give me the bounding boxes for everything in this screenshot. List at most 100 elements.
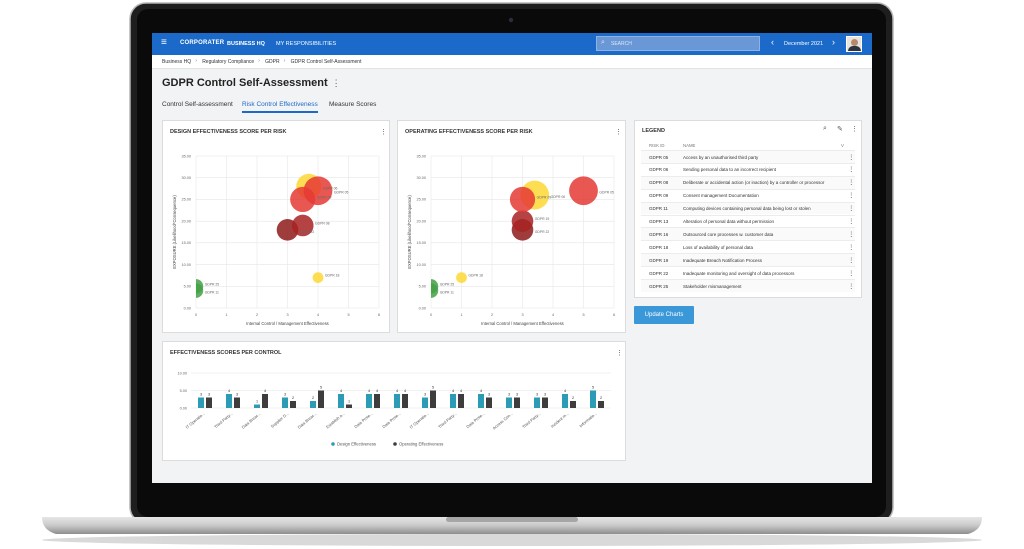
x-tick-label: IT Operatio...	[185, 411, 206, 430]
row-menu[interactable]: ⋮	[848, 192, 855, 200]
y-tick-label: 15.00	[181, 241, 191, 245]
tab[interactable]: Measure Scores	[329, 101, 377, 108]
bar	[534, 397, 540, 408]
chart-title: EFFECTIVENESS SCORES PER CONTROL	[170, 350, 282, 356]
bubble-label: GDPR 06	[551, 195, 566, 199]
y-tick-label: 30.00	[181, 176, 191, 180]
bar	[282, 397, 288, 408]
bar	[486, 397, 492, 408]
x-tick-label: Informatio...	[578, 411, 597, 428]
bar	[254, 404, 260, 408]
tab[interactable]: Control Self-assessment	[162, 101, 233, 108]
legend-title: LEGEND	[642, 128, 665, 134]
row-menu[interactable]: ⋮	[848, 243, 855, 251]
row-menu[interactable]: ⋮	[848, 179, 855, 187]
y-tick-label: 25.00	[416, 198, 426, 202]
search-box[interactable]: ⌕ SEARCH	[596, 36, 760, 51]
value-label: 3	[544, 393, 546, 397]
x-tick-label: Data Breac...	[297, 411, 318, 430]
x-tick-label: Data Prote...	[353, 411, 373, 429]
search-icon[interactable]: ⌕	[823, 125, 827, 132]
y-tick-label: 0.00	[184, 306, 191, 310]
breadcrumb-item[interactable]: Business HQ	[162, 58, 192, 65]
nav-item[interactable]: MY RESPONSIBILITIES	[276, 40, 337, 47]
x-tick-label: Data Prote...	[465, 411, 485, 429]
bar	[402, 394, 408, 408]
bar	[262, 394, 268, 408]
tab[interactable]: Risk Control Effectiveness	[242, 101, 318, 108]
y-tick-label: 20.00	[181, 219, 191, 223]
x-tick-label: 4	[552, 313, 554, 317]
value-label: 5	[592, 386, 594, 390]
value-label: 2	[572, 396, 574, 400]
value-label: 3	[208, 393, 210, 397]
bubble-label: GDPR 19	[535, 217, 550, 221]
row-menu[interactable]: ⋮	[848, 256, 855, 264]
prev-period[interactable]: ‹	[771, 37, 774, 47]
legend-swatch	[331, 442, 335, 446]
chart: EFFECTIVENESS SCORES PER CONTROL ⋮ 0.00 5.0…	[170, 350, 623, 447]
top-nav: ≡ CORPORATER BUSINESS HQ MY RESPONSIBILITIE…	[152, 33, 872, 55]
title-menu[interactable]: ⋮	[331, 78, 341, 88]
value-label: 4	[460, 389, 462, 393]
chart-title: OPERATING EFFECTIVENESS SCORE PER RISK	[405, 129, 533, 135]
search-icon: ⌕	[601, 39, 605, 46]
update-charts-button[interactable]: Update Charts	[634, 306, 694, 324]
y-tick-label: 25.00	[181, 198, 191, 202]
legend-row: GDPR 06 Sending personal data to an incor…	[641, 162, 855, 176]
column-header: RISK ID	[649, 143, 665, 148]
screen: ≡ CORPORATER BUSINESS HQ MY RESPONSIBILITIE…	[152, 33, 872, 483]
panel-menu[interactable]: ⋮	[851, 126, 858, 133]
row-menu[interactable]: ⋮	[848, 205, 855, 213]
bubble-label: GDPR 22	[300, 230, 315, 234]
value-label: 3	[200, 393, 202, 397]
value-label: 2	[312, 396, 314, 400]
value-label: 3	[236, 393, 238, 397]
row-menu[interactable]: ⋮	[848, 282, 855, 290]
nav-item[interactable]: BUSINESS HQ	[227, 40, 265, 47]
y-tick-label: 35.00	[416, 154, 426, 158]
x-tick-label: 0	[430, 313, 432, 317]
risk-name: Outsourced core processes w. customer da…	[683, 231, 774, 237]
brand[interactable]: CORPORATER	[180, 40, 225, 46]
row-menu[interactable]: ⋮	[848, 218, 855, 225]
legend-row: GDPR 22 Inadequate monitoring and oversig…	[641, 266, 855, 279]
y-tick-label: 10.00	[177, 371, 187, 375]
column-header: NAME	[683, 143, 696, 148]
x-axis-label: Internal Control / Management Effectiven…	[481, 321, 564, 326]
row-menu[interactable]: ⋮	[848, 166, 855, 174]
tab-underline	[242, 111, 318, 113]
x-tick-label: 4	[317, 313, 319, 317]
breadcrumb-item[interactable]: GDPR	[265, 58, 280, 65]
bar	[478, 394, 484, 408]
risk-id: GDPR 06	[649, 167, 669, 173]
x-tick-label: Data Prote...	[381, 411, 401, 429]
bar	[542, 397, 548, 408]
value-label: 4	[404, 389, 406, 393]
next-period[interactable]: ›	[832, 37, 835, 47]
risk-name: Inadequate Breach Notification Process	[683, 257, 763, 263]
bar	[394, 394, 400, 408]
page-title: GDPR Control Self-Assessment	[162, 77, 328, 89]
edit-icon[interactable]: ✎	[837, 126, 843, 133]
breadcrumb-item[interactable]: Regulatory Compliance	[202, 58, 255, 65]
row-menu[interactable]: ⋮	[848, 269, 855, 277]
x-tick-label: Data Breac...	[241, 411, 262, 430]
value-label: 4	[376, 389, 378, 393]
value-label: 3	[508, 393, 510, 397]
row-menu[interactable]: ⋮	[848, 230, 855, 238]
y-tick-label: 35.00	[181, 154, 191, 158]
camera	[508, 17, 514, 23]
bubble-label: GDPR 22	[535, 230, 550, 234]
avatar[interactable]	[846, 36, 862, 52]
bar	[458, 394, 464, 408]
bubble-label: GDPR 05	[334, 191, 349, 195]
value-label: 4	[340, 389, 342, 393]
menu-icon[interactable]: ≡	[161, 37, 167, 48]
risk-name: Access by an unauthorised third party	[683, 154, 759, 160]
period[interactable]: December 2021	[784, 40, 824, 47]
bubble	[511, 210, 534, 232]
base	[42, 517, 982, 534]
row-menu[interactable]: ⋮	[848, 153, 855, 161]
